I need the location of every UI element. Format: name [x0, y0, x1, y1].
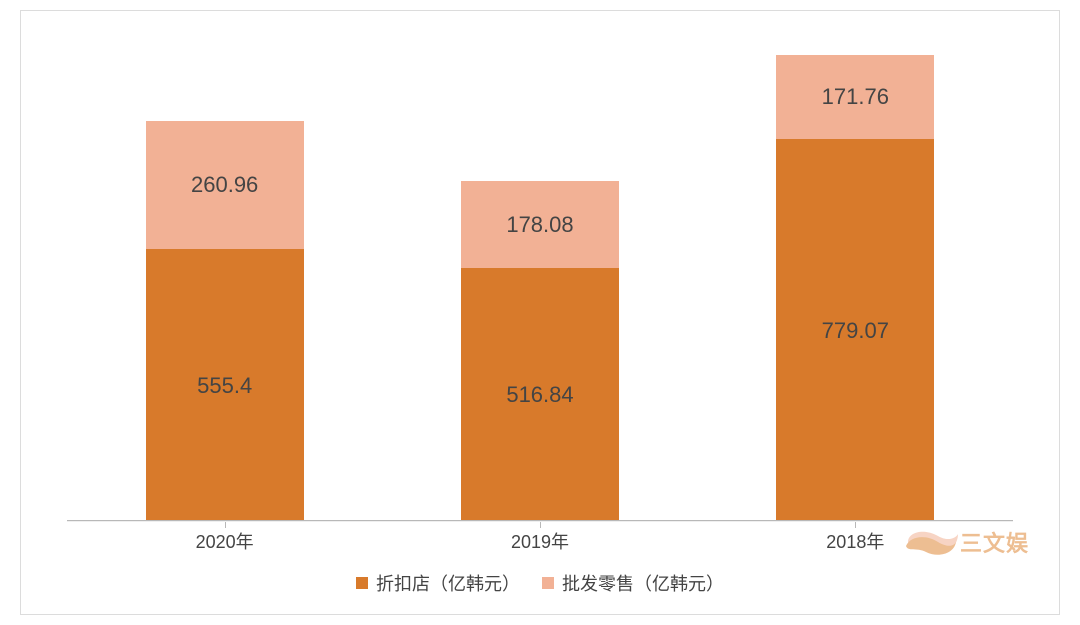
x-axis-labels: 2020年 2019年 2018年 — [67, 528, 1013, 554]
bar-2018: 171.76 779.07 — [776, 55, 934, 522]
legend-item: 折扣店（亿韩元） — [356, 570, 520, 596]
legend-item: 批发零售（亿韩元） — [542, 570, 724, 596]
legend-label: 折扣店（亿韩元） — [376, 570, 520, 596]
data-label: 260.96 — [191, 172, 258, 198]
segment-top: 260.96 — [146, 121, 304, 249]
bar-group: 171.76 779.07 — [698, 31, 1013, 522]
plot-area: 260.96 555.4 178.08 516.84 — [67, 31, 1013, 522]
bar-2020: 260.96 555.4 — [146, 121, 304, 522]
bars-wrapper: 260.96 555.4 178.08 516.84 — [67, 31, 1013, 522]
segment-top: 171.76 — [776, 55, 934, 139]
chart-container: 260.96 555.4 178.08 516.84 — [20, 10, 1060, 615]
data-label: 779.07 — [822, 318, 889, 344]
data-label: 178.08 — [506, 212, 573, 238]
legend-swatch-icon — [356, 577, 368, 589]
segment-bottom: 779.07 — [776, 139, 934, 522]
data-label: 516.84 — [506, 382, 573, 408]
x-label: 2020年 — [67, 528, 382, 554]
watermark-text: 三文娱 — [960, 526, 1029, 558]
legend-swatch-icon — [542, 577, 554, 589]
legend: 折扣店（亿韩元） 批发零售（亿韩元） — [21, 570, 1059, 596]
x-axis-line — [67, 520, 1013, 522]
legend-label: 批发零售（亿韩元） — [562, 570, 724, 596]
segment-bottom: 555.4 — [146, 249, 304, 522]
data-label: 555.4 — [197, 373, 252, 399]
segment-top: 178.08 — [461, 181, 619, 268]
data-label: 171.76 — [822, 84, 889, 110]
watermark-icon — [904, 524, 960, 560]
bar-2019: 178.08 516.84 — [461, 181, 619, 522]
bar-group: 260.96 555.4 — [67, 31, 382, 522]
x-label: 2019年 — [382, 528, 697, 554]
segment-bottom: 516.84 — [461, 268, 619, 522]
bar-group: 178.08 516.84 — [382, 31, 697, 522]
watermark: 三文娱 — [904, 524, 1029, 560]
